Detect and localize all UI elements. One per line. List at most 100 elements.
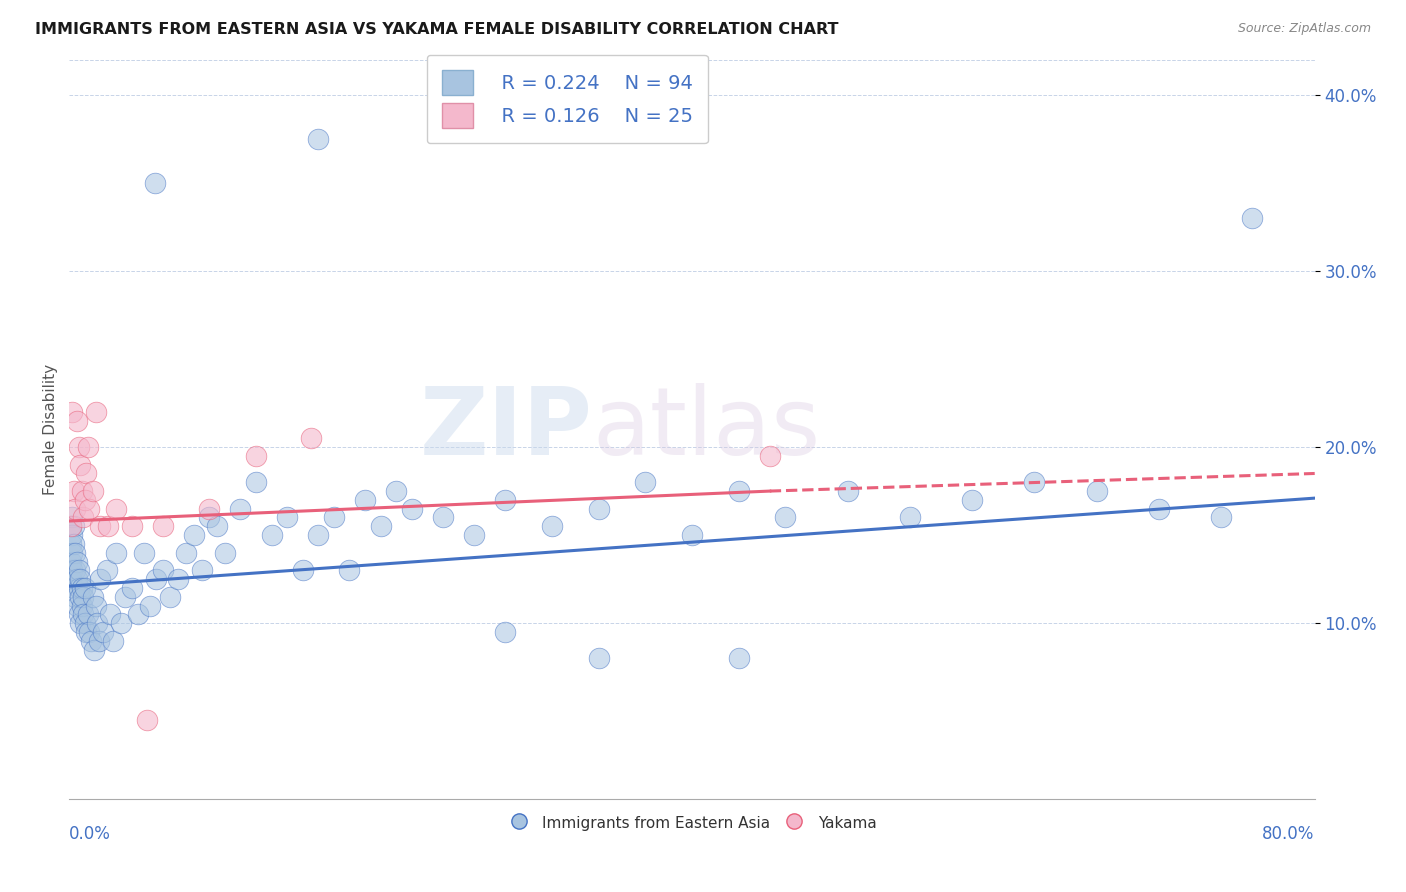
Point	[432, 510, 454, 524]
Point	[727, 651, 749, 665]
Point	[60, 528, 83, 542]
Point	[205, 519, 228, 533]
Point	[299, 431, 322, 445]
Point	[494, 492, 516, 507]
Point	[541, 519, 564, 533]
Point	[67, 607, 90, 622]
Point	[66, 599, 89, 613]
Point	[121, 519, 143, 533]
Point	[75, 624, 97, 639]
Point	[72, 590, 94, 604]
Point	[960, 492, 983, 507]
Point	[69, 572, 91, 586]
Point	[59, 519, 82, 533]
Point	[322, 510, 344, 524]
Point	[127, 607, 149, 622]
Text: ZIP: ZIP	[419, 384, 592, 475]
Point	[83, 642, 105, 657]
Point	[69, 458, 91, 472]
Point	[63, 581, 86, 595]
Point	[588, 501, 610, 516]
Point	[60, 546, 83, 560]
Y-axis label: Female Disability: Female Disability	[44, 364, 58, 495]
Point	[70, 484, 93, 499]
Point	[260, 528, 283, 542]
Point	[60, 563, 83, 577]
Point	[67, 581, 90, 595]
Point	[837, 484, 859, 499]
Point	[775, 510, 797, 524]
Point	[104, 546, 127, 560]
Point	[588, 651, 610, 665]
Point	[67, 440, 90, 454]
Point	[96, 563, 118, 577]
Point	[69, 590, 91, 604]
Point	[307, 132, 329, 146]
Point	[89, 572, 111, 586]
Text: 0.0%: 0.0%	[69, 825, 111, 843]
Point	[86, 616, 108, 631]
Point	[354, 492, 377, 507]
Point	[69, 616, 91, 631]
Point	[152, 563, 174, 577]
Point	[60, 510, 83, 524]
Point	[681, 528, 703, 542]
Point	[759, 449, 782, 463]
Point	[229, 501, 252, 516]
Point	[385, 484, 408, 499]
Point	[139, 599, 162, 613]
Point	[75, 467, 97, 481]
Point	[77, 440, 100, 454]
Text: 80.0%: 80.0%	[1263, 825, 1315, 843]
Point	[63, 537, 86, 551]
Point	[110, 616, 132, 631]
Point	[59, 572, 82, 586]
Point	[307, 528, 329, 542]
Point	[98, 607, 121, 622]
Point	[67, 563, 90, 577]
Point	[72, 510, 94, 524]
Point	[167, 572, 190, 586]
Point	[143, 176, 166, 190]
Point	[214, 546, 236, 560]
Point	[79, 624, 101, 639]
Point	[339, 563, 361, 577]
Point	[87, 633, 110, 648]
Point	[145, 572, 167, 586]
Point	[97, 519, 120, 533]
Point	[1211, 510, 1233, 524]
Point	[65, 546, 87, 560]
Point	[60, 405, 83, 419]
Point	[84, 405, 107, 419]
Point	[70, 581, 93, 595]
Point	[291, 563, 314, 577]
Point	[66, 414, 89, 428]
Point	[82, 484, 104, 499]
Point	[70, 599, 93, 613]
Point	[198, 501, 221, 516]
Point	[114, 590, 136, 604]
Point	[65, 590, 87, 604]
Point	[159, 590, 181, 604]
Point	[73, 492, 96, 507]
Point	[77, 607, 100, 622]
Text: IMMIGRANTS FROM EASTERN ASIA VS YAKAMA FEMALE DISABILITY CORRELATION CHART: IMMIGRANTS FROM EASTERN ASIA VS YAKAMA F…	[35, 22, 838, 37]
Point	[1024, 475, 1046, 490]
Point	[634, 475, 657, 490]
Point	[63, 519, 86, 533]
Point	[73, 581, 96, 595]
Point	[245, 449, 267, 463]
Point	[245, 475, 267, 490]
Point	[59, 519, 82, 533]
Point	[898, 510, 921, 524]
Point	[82, 590, 104, 604]
Point	[73, 616, 96, 631]
Point	[1085, 484, 1108, 499]
Point	[89, 519, 111, 533]
Point	[190, 563, 212, 577]
Point	[66, 555, 89, 569]
Point	[104, 501, 127, 516]
Point	[1241, 211, 1264, 226]
Point	[59, 555, 82, 569]
Point	[183, 528, 205, 542]
